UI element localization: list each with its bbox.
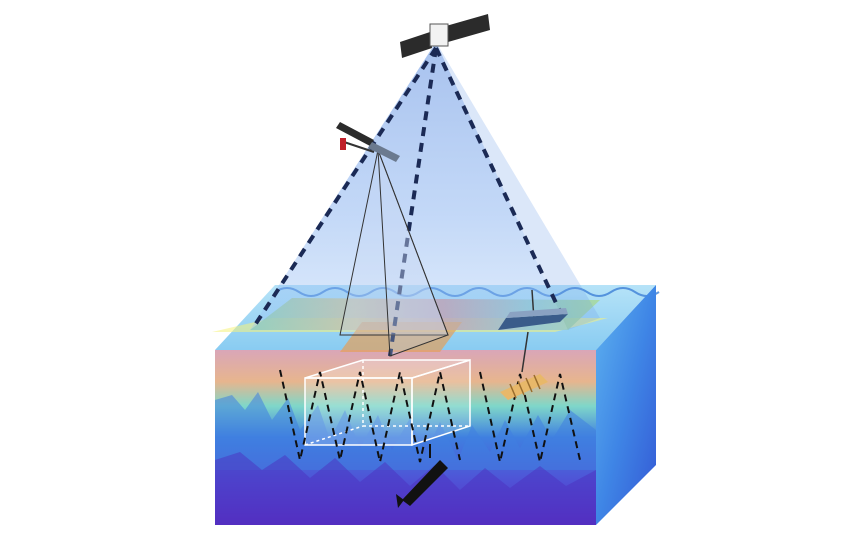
drone-footprint-cone: [339, 148, 449, 357]
glider-icon: [500, 374, 548, 400]
ocean-block-icon: [215, 285, 660, 525]
satellite-footprint-cone: [250, 42, 568, 330]
ocean-side-face: [596, 285, 656, 525]
deep-layer-texture: [215, 452, 596, 525]
vessel-icon: [498, 289, 568, 373]
water-mass-texture: [215, 392, 596, 470]
sampling-box: [304, 358, 471, 447]
satellite-icon: [400, 14, 490, 58]
auv-icon: [396, 444, 448, 508]
glider-dive-paths: [279, 369, 581, 463]
drone-icon: [336, 122, 400, 162]
satellite-footprint-cone-right: [436, 42, 600, 330]
satellite-sightlines: [251, 46, 567, 357]
